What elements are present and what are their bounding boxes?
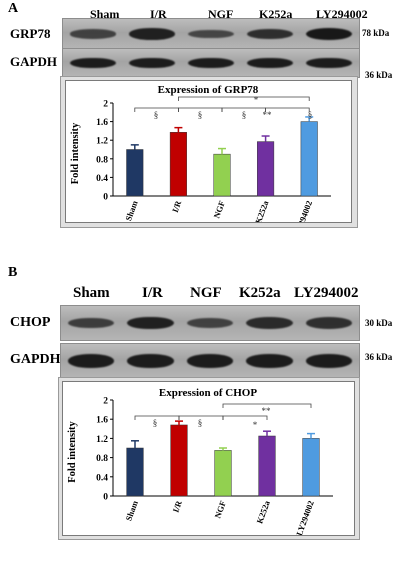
panel-b-label: B bbox=[8, 265, 18, 280]
lane-label-sham-b: Sham bbox=[73, 285, 110, 301]
y-tick-label: 0.8 bbox=[96, 454, 108, 464]
gapdh-a-band bbox=[69, 57, 116, 69]
y-tick-label: 0 bbox=[103, 493, 108, 503]
grp78-band bbox=[247, 28, 294, 40]
protein-label-gapdh-b: GAPDH bbox=[10, 352, 61, 367]
kda-label-chop: 30 kDa bbox=[365, 318, 393, 328]
kda-label-gapdh-b: 36 kDa bbox=[365, 352, 393, 362]
x-tick-label: Sham bbox=[123, 499, 140, 522]
bar-chart-grp78: Expression of GRP78 0 0.4 0.8 1.2 1.6 2 Fold in… bbox=[70, 84, 331, 237]
lane-label-ngf-a: NGF bbox=[208, 7, 234, 21]
significance-mark: ** bbox=[263, 110, 273, 120]
lane-label-sham-a: Sham bbox=[90, 7, 120, 21]
significance-mark: § bbox=[198, 418, 203, 428]
gapdh-a-band bbox=[247, 57, 294, 69]
chop-band bbox=[67, 317, 115, 329]
significance-mark: § bbox=[242, 110, 247, 120]
gapdh-b-band bbox=[186, 354, 234, 368]
lane-label-ngf-b: NGF bbox=[190, 285, 222, 301]
significance-mark: ** bbox=[262, 406, 272, 416]
significance-bracket bbox=[222, 403, 312, 408]
kda-label-grp78: 78 kDa bbox=[362, 28, 390, 38]
significance-bracket bbox=[178, 96, 310, 101]
gapdh-a-band bbox=[187, 57, 235, 69]
bar-sham bbox=[126, 447, 144, 497]
chop-band bbox=[246, 316, 293, 330]
lane-label-ly294002-b: LY294002 bbox=[294, 285, 359, 301]
significance-bracket bbox=[265, 107, 310, 112]
x-tick-label: I/R bbox=[170, 198, 184, 213]
significance-bracket bbox=[222, 415, 268, 420]
x-tick-label: NGF bbox=[212, 499, 228, 519]
y-tick-label: 0.8 bbox=[96, 155, 108, 165]
gapdh-b-band bbox=[305, 354, 353, 368]
y-tick-label: 0 bbox=[103, 193, 108, 203]
y-axis-label: Fold intensity bbox=[67, 420, 78, 482]
x-tick-label: K252a bbox=[254, 499, 272, 525]
lane-label-k252a-b: K252a bbox=[239, 285, 281, 301]
significance-mark: § bbox=[153, 418, 158, 428]
chop-band bbox=[305, 317, 353, 329]
y-axis-label: Fold intensity bbox=[70, 122, 81, 184]
significance-mark: * bbox=[254, 95, 259, 105]
grp78-band bbox=[187, 29, 235, 39]
bar-ngf bbox=[214, 450, 232, 497]
chart-frame-chop: Expression of CHOP 0 0.4 0.8 1.2 1.6 2 Fold int… bbox=[62, 381, 355, 537]
gapdh-a-band bbox=[128, 57, 175, 69]
bar-k252a bbox=[257, 141, 275, 197]
x-tick-label: LY294002 bbox=[294, 499, 316, 535]
grp78-band bbox=[69, 29, 116, 39]
blot-grp78 bbox=[62, 18, 360, 50]
blot-chop bbox=[60, 305, 360, 341]
significance-mark: § bbox=[308, 110, 313, 120]
panel-a-label: A bbox=[8, 1, 19, 16]
x-tick-label: K252a bbox=[253, 199, 271, 222]
bar-ly294002 bbox=[300, 121, 318, 197]
kda-label-gapdh-a: 36 kDa bbox=[365, 70, 393, 80]
y-tick-label: 1.2 bbox=[96, 137, 108, 147]
bar-ir bbox=[170, 424, 188, 497]
protein-label-gapdh-a: GAPDH bbox=[10, 54, 57, 69]
bar-ngf bbox=[213, 153, 231, 197]
grp78-band bbox=[306, 28, 353, 40]
chart-title: Expression of GRP78 bbox=[158, 84, 259, 96]
bar-ir bbox=[169, 132, 187, 197]
y-tick-label: 0.4 bbox=[96, 174, 108, 184]
lane-label-ly294002-a: LY294002 bbox=[316, 7, 368, 21]
lane-label-ir-b: I/R bbox=[142, 285, 163, 301]
y-tick-label: 2 bbox=[103, 397, 108, 407]
x-tick-label: Sham bbox=[123, 199, 140, 222]
gapdh-b-band bbox=[127, 354, 174, 368]
gapdh-b-band bbox=[246, 354, 293, 368]
bar-sham bbox=[126, 149, 144, 197]
protein-label-grp78: GRP78 bbox=[10, 26, 51, 41]
blot-gapdh-a bbox=[62, 48, 360, 78]
bar-chart-chop: Expression of CHOP 0 0.4 0.8 1.2 1.6 2 Fold int… bbox=[67, 387, 333, 537]
lane-label-k252a-a: K252a bbox=[259, 7, 293, 21]
y-tick-label: 1.6 bbox=[96, 416, 108, 426]
chop-band bbox=[186, 317, 234, 329]
lane-label-ir-a: I/R bbox=[150, 7, 167, 21]
significance-mark: * bbox=[253, 420, 258, 430]
y-tick-label: 1.6 bbox=[96, 118, 108, 128]
chart-frame-grp78: Expression of GRP78 0 0.4 0.8 1.2 1.6 2 Fold in… bbox=[65, 80, 352, 237]
blot-gapdh-b bbox=[60, 343, 360, 379]
bar-k252a bbox=[258, 435, 276, 497]
chart-title: Expression of CHOP bbox=[159, 387, 257, 399]
gapdh-b-band bbox=[67, 354, 115, 368]
x-tick-label: NGF bbox=[211, 199, 227, 219]
grp78-band bbox=[128, 28, 175, 40]
protein-label-chop: CHOP bbox=[10, 315, 51, 330]
significance-mark: § bbox=[198, 110, 203, 120]
bar-ly294002 bbox=[302, 438, 320, 497]
x-tick-label: I/R bbox=[170, 498, 184, 513]
y-tick-label: 1.2 bbox=[96, 435, 108, 445]
gapdh-a-band bbox=[306, 57, 353, 69]
chop-band bbox=[127, 316, 174, 330]
y-tick-label: 2 bbox=[103, 100, 108, 110]
y-tick-label: 0.4 bbox=[96, 473, 108, 483]
significance-mark: § bbox=[154, 110, 159, 120]
x-tick-label: LY294002 bbox=[292, 199, 314, 222]
